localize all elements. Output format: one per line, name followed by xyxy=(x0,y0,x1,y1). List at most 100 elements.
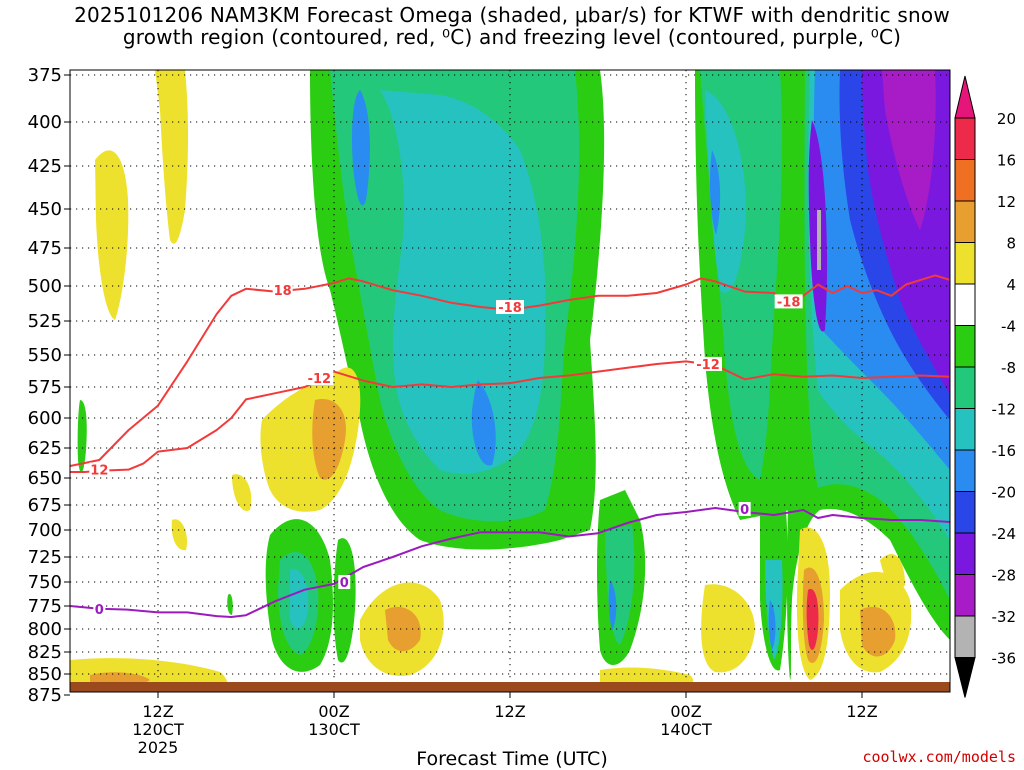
colorbar-bottom-arrow xyxy=(954,657,976,698)
pressure-tick-label: 700 xyxy=(28,520,62,541)
contour-label-bg xyxy=(305,371,334,386)
colorbar-segment xyxy=(954,242,976,285)
colorbar-segment xyxy=(954,491,976,534)
contour-label: 0 xyxy=(740,503,749,518)
pressure-tick-label: 550 xyxy=(28,345,62,366)
omega-shade-region xyxy=(860,606,896,657)
pressure-tick-label: 500 xyxy=(28,276,62,297)
time-tick-label: 12Z xyxy=(494,702,525,721)
colorbar: 20 16 12 8 4 -4 -8 -12 -16 -20 -24 -28 -32 -36 xyxy=(954,75,1017,698)
omega-shade-region xyxy=(882,70,936,230)
contour-label-bg xyxy=(338,575,351,589)
omega-shade-region xyxy=(333,538,356,663)
colorbar-label: 16 xyxy=(997,152,1016,170)
time-tick-label: 140CT xyxy=(660,720,712,739)
colorbar-label: -8 xyxy=(1001,359,1016,377)
omega-shade-region xyxy=(171,519,188,551)
omega-shade-region xyxy=(806,589,819,650)
pressure-tick-label: 425 xyxy=(28,156,62,177)
contour-label-bg xyxy=(774,294,803,309)
pressure-tick-label: 725 xyxy=(28,547,62,568)
colorbar-segment xyxy=(954,449,976,492)
contour-label: -18 xyxy=(777,295,801,310)
contour-label-bg xyxy=(272,283,293,298)
omega-shade-region xyxy=(608,580,617,630)
colorbar-label: 8 xyxy=(1006,235,1016,253)
omega-shade-region xyxy=(290,569,309,629)
omega-shade-region xyxy=(705,90,746,293)
colorbar-label: -20 xyxy=(992,484,1017,502)
pressure-tick-label: 875 xyxy=(28,685,62,706)
pressure-tick-label: 850 xyxy=(28,664,62,685)
colorbar-segment xyxy=(954,200,976,243)
colorbar-segment xyxy=(954,159,976,202)
omega-shade-region xyxy=(232,474,252,511)
contour-label: -18 xyxy=(498,301,522,316)
omega-shade-region xyxy=(227,594,233,615)
omega-shade-region xyxy=(380,90,546,474)
pressure-tick-label: 575 xyxy=(28,377,62,398)
pressure-tick-label: 775 xyxy=(28,596,62,617)
omega-shade-region xyxy=(385,606,421,652)
colorbar-segment xyxy=(954,117,976,160)
omega-shade-region xyxy=(701,584,755,673)
site-credit[interactable]: coolwx.com/models xyxy=(862,748,1016,766)
pressure-axis: 375 400 425 450 475 500 525 550 575 600 625 650 675 7… xyxy=(28,65,70,706)
contour-label: -12 xyxy=(696,358,720,373)
omega-shade-region xyxy=(260,367,361,512)
pressure-tick-label: 825 xyxy=(28,642,62,663)
colorbar-segment xyxy=(954,325,976,368)
contour-label-bg xyxy=(496,300,524,314)
colorbar-label: 12 xyxy=(997,193,1016,211)
pressure-tick-label: 475 xyxy=(28,238,62,259)
chart-title-line2: growth region (contoured, red, ⁰C) and f… xyxy=(122,25,902,49)
contour-label: 0 xyxy=(95,603,104,618)
contour-label-bg xyxy=(738,502,751,516)
contour-label-bg xyxy=(93,601,106,616)
colorbar-segment xyxy=(954,408,976,451)
contour-label: 12 xyxy=(90,464,108,479)
pressure-tick-label: 525 xyxy=(28,311,62,332)
time-tick-label: 00Z xyxy=(670,702,701,721)
omega-shade-region xyxy=(352,90,370,206)
colorbar-segment xyxy=(954,574,976,617)
omega-shading xyxy=(70,70,950,692)
contour-label: 0 xyxy=(340,576,349,591)
chart-title-line1: 2025101206 NAM3KM Forecast Omega (shaded… xyxy=(74,3,950,27)
colorbar-label: -4 xyxy=(1001,318,1016,336)
contour-line--18 xyxy=(70,274,950,467)
time-tick-label: 12Z xyxy=(846,702,877,721)
pressure-tick-label: 450 xyxy=(28,199,62,220)
pressure-tick-label: 800 xyxy=(28,619,62,640)
omega-shade-region xyxy=(155,70,189,244)
time-tick-label: 2025 xyxy=(138,738,179,757)
colorbar-segment xyxy=(954,283,976,326)
x-axis-title: Forecast Time (UTC) xyxy=(416,748,608,770)
colorbar-label: -28 xyxy=(992,567,1017,585)
omega-shade-region xyxy=(817,210,821,270)
contour-label: 18 xyxy=(274,284,292,299)
contour-line-0 xyxy=(70,507,950,618)
time-tick-label: 00Z xyxy=(318,702,349,721)
pressure-tick-label: 400 xyxy=(28,112,62,133)
colorbar-label: -12 xyxy=(992,401,1017,419)
contour-label: -12 xyxy=(308,372,332,387)
time-tick-label: 130CT xyxy=(308,720,360,739)
colorbar-label: 20 xyxy=(997,110,1016,128)
terrain-ground xyxy=(70,682,950,692)
colorbar-segment xyxy=(954,615,976,658)
contour-lines: 18 -18 -18 12 -12 -12 0 0 0 xyxy=(70,274,950,618)
colorbar-segment xyxy=(954,532,976,575)
colorbar-top-arrow xyxy=(954,75,976,119)
time-tick-label: 12Z xyxy=(142,702,173,721)
contour-label-bg xyxy=(694,356,722,371)
omega-shade-region xyxy=(95,150,129,320)
colorbar-segment xyxy=(954,366,976,409)
contour-label-bg xyxy=(89,462,110,477)
omega-shade-region xyxy=(709,150,721,235)
colorbar-label: -16 xyxy=(992,442,1017,460)
pressure-tick-label: 675 xyxy=(28,495,62,516)
omega-shade-region xyxy=(471,380,496,466)
